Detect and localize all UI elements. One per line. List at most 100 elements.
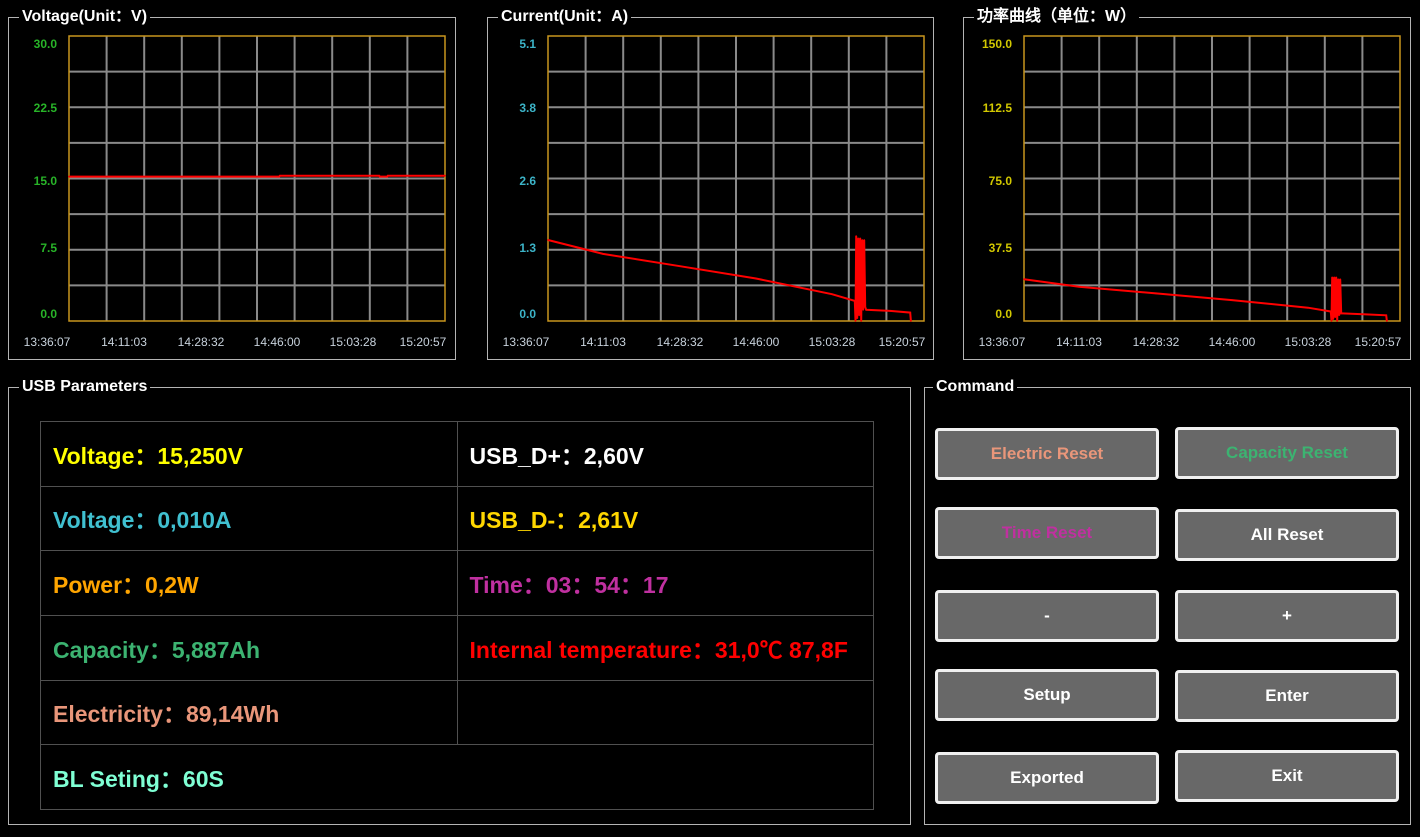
x-tick-label: 14:46:00	[733, 335, 780, 349]
data-point	[910, 320, 912, 322]
y-tick-label: 112.5	[983, 101, 1013, 115]
data-point	[379, 175, 381, 178]
data-point	[1078, 286, 1080, 288]
x-tick-label: 15:03:28	[330, 335, 377, 349]
x-tick-label: 14:46:00	[1209, 335, 1256, 349]
param-bl-setting: BL Seting：60S	[40, 744, 874, 810]
x-tick-label: 14:11:03	[101, 335, 147, 349]
y-tick-label: 30.0	[34, 37, 58, 51]
data-point	[387, 174, 389, 177]
table-row: Power：0,2W Time：03：54：17	[40, 550, 874, 616]
data-point	[1386, 320, 1388, 322]
data-point	[1336, 320, 1338, 322]
data-point	[755, 277, 757, 280]
exit-button[interactable]: Exit	[1175, 750, 1399, 802]
x-tick-label: 14:11:03	[580, 335, 626, 349]
capacity-reset-button[interactable]: Capacity Reset	[1175, 427, 1399, 479]
x-tick-label: 13:36:07	[24, 335, 71, 349]
data-point	[1385, 314, 1388, 317]
current-chart: 5.1 3.8 2.6 1.3 0.0 13:36:07 14:11:03 14:28:32 1…	[503, 35, 926, 349]
x-tick-label: 14:28:32	[657, 335, 704, 349]
data-point	[855, 235, 857, 237]
setup-button[interactable]: Setup	[935, 669, 1159, 721]
series-line	[1023, 277, 1388, 322]
x-tick-label: 15:03:28	[809, 335, 856, 349]
param-time: Time：03：54：17	[456, 550, 874, 616]
data-point	[860, 320, 862, 322]
y-tick-label: 7.5	[40, 241, 57, 255]
x-tick-label: 14:46:00	[254, 335, 301, 349]
table-row: Capacity：5,887Ah Internal temperature：31…	[40, 614, 874, 681]
data-point	[1330, 320, 1333, 322]
minus-button[interactable]: -	[935, 590, 1159, 642]
data-point	[854, 320, 857, 322]
x-tick-label: 14:11:03	[1056, 335, 1102, 349]
voltage-chart-group: Voltage(Unit：V) 30.0 22.5 15.0 7.5 0.0 13:36:…	[8, 7, 456, 360]
data-point	[1330, 310, 1332, 313]
param-voltage: Voltage：15,250V	[40, 421, 458, 487]
power-chart-title: 功率曲线（单位：W）	[974, 7, 1140, 27]
electric-reset-button[interactable]: Electric Reset	[935, 428, 1159, 480]
data-point	[1332, 318, 1334, 320]
enter-button[interactable]: Enter	[1175, 670, 1399, 722]
x-tick-label: 14:28:32	[178, 335, 225, 349]
data-point	[1331, 276, 1333, 279]
data-point	[1023, 278, 1025, 281]
y-tick-label: 150.0	[982, 37, 1012, 51]
table-row: Voltage：15,250V USB_D+：2,60V	[40, 421, 874, 487]
data-point	[279, 174, 281, 177]
voltage-chart: 30.0 22.5 15.0 7.5 0.0 13:36:07 14:11:03 14:28:…	[24, 35, 447, 349]
y-tick-label: 3.8	[519, 101, 536, 115]
table-row: Voltage：0,010A USB_D-：2,61V	[40, 485, 874, 552]
time-reset-button[interactable]: Time Reset	[935, 507, 1159, 559]
table-row: BL Seting：60S	[40, 744, 874, 810]
data-point	[858, 314, 860, 317]
data-point	[1338, 314, 1340, 317]
data-point	[547, 239, 549, 241]
data-point	[602, 253, 604, 255]
plot-area	[1023, 35, 1401, 322]
param-usb-d-plus: USB_D+：2,60V	[456, 421, 874, 487]
data-point	[1333, 276, 1335, 279]
plus-button[interactable]: +	[1175, 590, 1399, 642]
y-tick-label: 1.3	[519, 241, 536, 255]
usb-parameters-table: Voltage：15,250V USB_D+：2,60V Voltage：0,0…	[40, 421, 874, 810]
x-tick-label: 15:03:28	[1285, 335, 1332, 349]
voltage-chart-title: Voltage(Unit：V)	[19, 7, 151, 27]
x-tick-label: 15:20:57	[879, 335, 926, 349]
current-chart-group: Current(Unit：A) 5.1 3.8 2.6 1.3 0.0 13:36:07 1…	[487, 7, 934, 360]
data-point	[863, 239, 865, 241]
command-title: Command	[933, 377, 1018, 397]
data-point	[68, 175, 70, 178]
plot-area	[68, 35, 446, 322]
x-tick-label: 13:36:07	[979, 335, 1026, 349]
param-usb-d-minus: USB_D-：2,61V	[456, 485, 874, 552]
y-tick-label: 0.0	[995, 307, 1012, 321]
command-group: Command	[924, 377, 1411, 825]
data-point	[1365, 313, 1367, 316]
y-tick-label: 37.5	[989, 241, 1013, 255]
y-tick-label: 22.5	[34, 101, 58, 115]
data-point	[679, 265, 681, 268]
all-reset-button[interactable]: All Reset	[1175, 509, 1399, 561]
table-row: Electricity：89,14Wh	[40, 679, 874, 746]
exported-button[interactable]: Exported	[935, 752, 1159, 804]
data-point	[1307, 306, 1309, 309]
param-power: Power：0,2W	[40, 550, 458, 616]
param-internal-temperature: Internal temperature：31,0℃ 87,8F	[456, 614, 874, 681]
usb-parameters-title: USB Parameters	[19, 377, 151, 397]
data-point	[865, 309, 867, 311]
data-point	[831, 293, 833, 295]
data-point	[854, 300, 856, 302]
param-capacity: Capacity：5,887Ah	[40, 614, 458, 681]
power-chart: 150.0 112.5 75.0 37.5 0.0 13:36:07 14:11:03 14:…	[979, 35, 1402, 349]
data-point	[1341, 312, 1343, 315]
data-point	[909, 311, 912, 314]
usb-parameters-group: USB Parameters	[8, 377, 911, 825]
power-chart-group: 功率曲线（单位：W） 150.0 112.5 75.0 37.5 0.0 13:36:07…	[963, 7, 1411, 360]
current-chart-title: Current(Unit：A)	[498, 7, 632, 27]
param-current: Voltage：0,010A	[40, 485, 458, 552]
y-tick-label: 15.0	[34, 174, 58, 188]
data-point	[1334, 316, 1336, 319]
data-point	[862, 309, 864, 311]
